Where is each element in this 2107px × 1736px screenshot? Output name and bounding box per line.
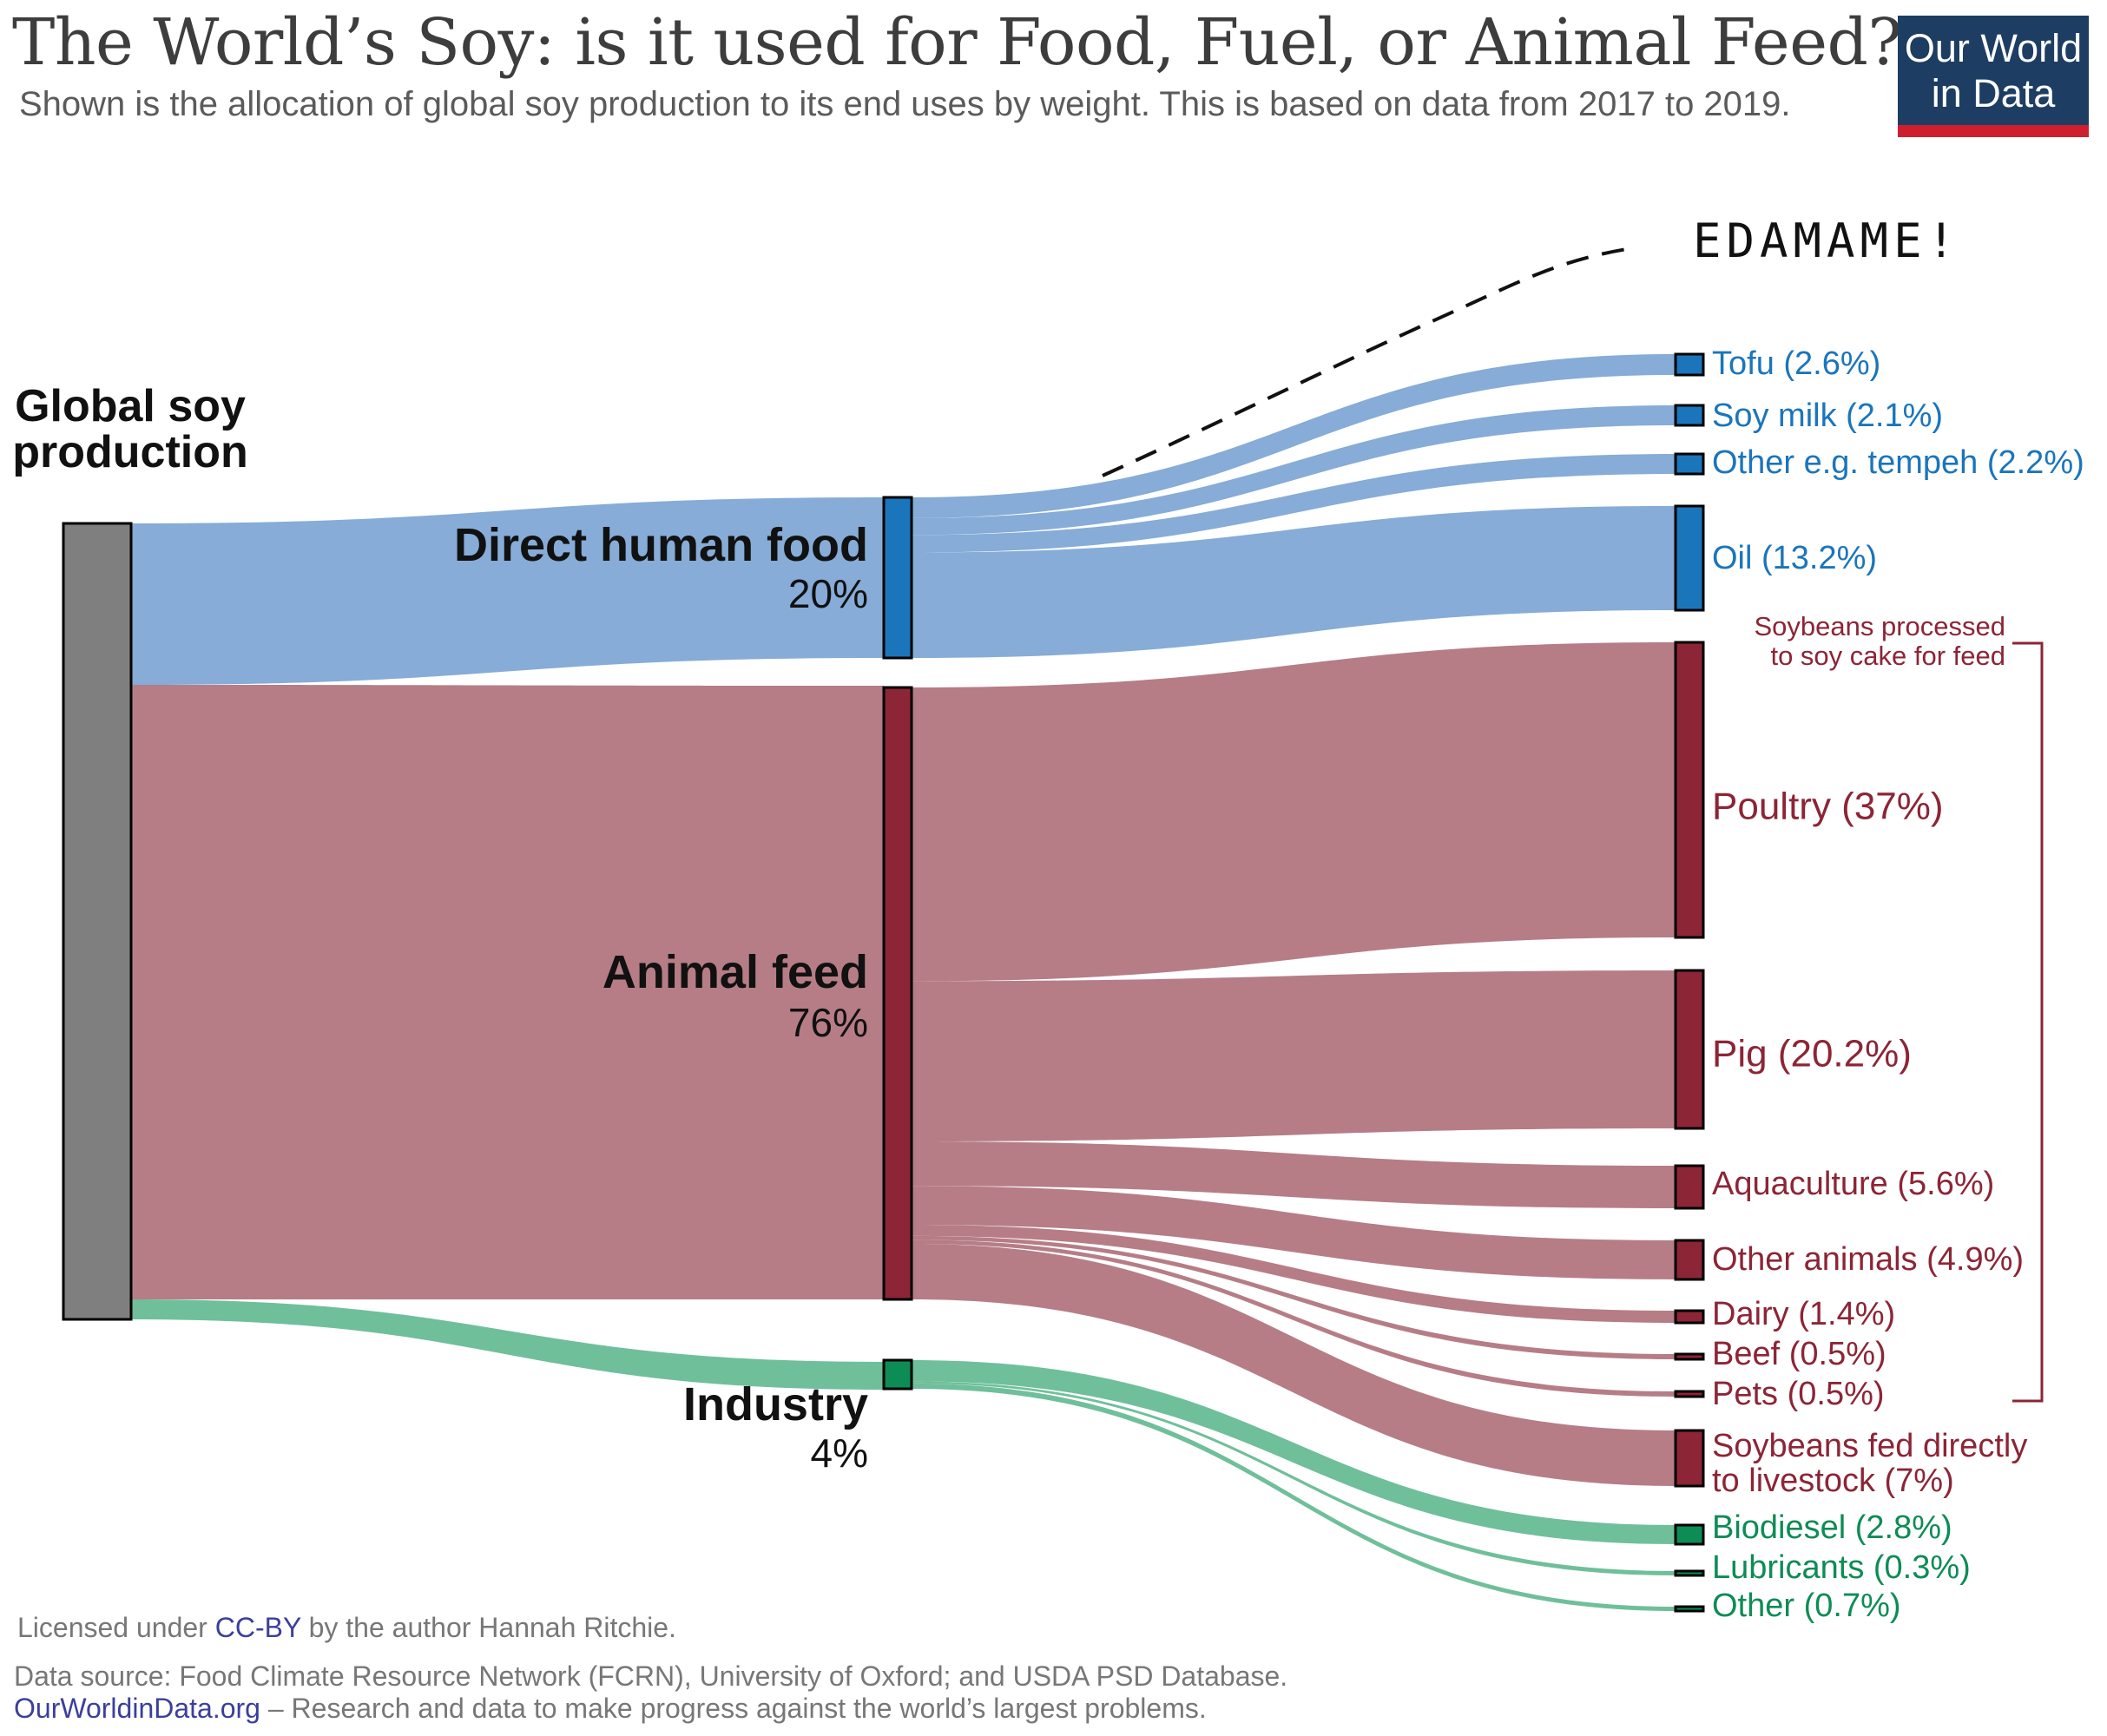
node-food (882, 496, 913, 660)
group-label-food: Direct human food (454, 519, 868, 571)
logo-line-1: Our World (1904, 26, 2083, 70)
label-aquaculture: Aquaculture (5.6%) (1712, 1166, 1994, 1202)
soy-cake-bracket-label: Soybeans processed to soy cake for feed (1754, 611, 2005, 671)
label-soy-milk: Soy milk (2.1%) (1712, 398, 1943, 434)
node-soy-milk (1674, 404, 1705, 427)
site-tagline: OurWorldinData.org – Research and data t… (14, 1693, 1207, 1724)
node-other-e-g-tempeh (1674, 452, 1705, 476)
node-oil (1674, 504, 1705, 612)
edamame-dashed-line (1102, 247, 1633, 477)
flow-food-to-oil (912, 506, 1676, 658)
flow-feed-to-poultry (912, 642, 1676, 982)
label-soybeans-fed-directly-to-livestock: Soybeans fed directly to livestock (7%) (1712, 1428, 2027, 1499)
node-dairy (1674, 1309, 1705, 1325)
node-pets (1674, 1390, 1705, 1398)
node-beef (1674, 1352, 1705, 1361)
node-pig (1674, 969, 1705, 1130)
label-oil: Oil (13.2%) (1712, 540, 1877, 576)
flow-industry-to-other (912, 1383, 1676, 1611)
node-other-animals (1674, 1239, 1705, 1281)
flow-food-to-other-e-g-tempeh (912, 454, 1676, 553)
owid-logo[interactable]: Our World in Data (1898, 16, 2089, 137)
data-source: Data source: Food Climate Resource Netwo… (14, 1660, 1288, 1692)
label-biodiesel: Biodiesel (2.8%) (1712, 1509, 1952, 1546)
group-label-feed: Animal feed (602, 946, 868, 998)
flow-food-to-tofu (912, 354, 1676, 518)
node-global-soy-production (62, 522, 133, 1321)
node-feed (882, 686, 913, 1301)
node-lubricants (1674, 1569, 1705, 1577)
flow-feed-to-beef (912, 1235, 1676, 1359)
node-other (1674, 1605, 1705, 1613)
flow-feed-to-pets (912, 1240, 1676, 1397)
flow-industry-to-lubricants (912, 1381, 1676, 1575)
label-pets: Pets (0.5%) (1712, 1376, 1885, 1412)
flow-feed-to-soybeans-fed-directly-to-livestock (912, 1243, 1676, 1486)
soy-cake-bracket (2012, 641, 2044, 1403)
label-pig: Pig (20.2%) (1712, 1033, 1912, 1075)
flow-feed-to-aquaculture (912, 1141, 1676, 1208)
license-text: Licensed under CC-BY by the author Hanna… (17, 1612, 676, 1643)
label-tofu: Tofu (2.6%) (1712, 345, 1880, 382)
label-dairy: Dairy (1.4%) (1712, 1296, 1895, 1332)
flow-source-to-food (131, 497, 884, 685)
label-lubricants: Lubricants (0.3%) (1712, 1549, 1971, 1586)
node-tofu (1674, 352, 1705, 377)
group-value-food: 20% (788, 571, 868, 616)
label-other-e-g-tempeh: Other e.g. tempeh (2.2%) (1712, 444, 2084, 481)
node-soybeans-fed-directly-to-livestock (1674, 1429, 1705, 1488)
logo-line-2: in Data (1931, 71, 2056, 115)
edamame-annotation: EDAMAME! (1693, 214, 1960, 268)
label-poultry: Poultry (37%) (1712, 786, 1944, 828)
flow-food-to-soy-milk (912, 405, 1676, 536)
site-link[interactable]: OurWorldinData.org (14, 1693, 260, 1724)
node-biodiesel (1674, 1523, 1705, 1546)
flow-feed-to-dairy (912, 1225, 1676, 1323)
page-subtitle: Shown is the allocation of global soy pr… (19, 85, 1791, 123)
label-beef: Beef (0.5%) (1712, 1336, 1886, 1372)
group-value-feed: 76% (788, 1000, 868, 1045)
label-other-animals: Other animals (4.9%) (1712, 1241, 2024, 1278)
page-title: The World’s Soy: is it used for Food, Fu… (12, 5, 1902, 80)
node-poultry (1674, 641, 1705, 939)
flow-industry-to-biodiesel (912, 1360, 1676, 1544)
node-industry (882, 1358, 913, 1391)
flow-source-to-industry (131, 1299, 884, 1390)
flow-source-to-feed (131, 685, 884, 1299)
cc-by-link[interactable]: CC-BY (214, 1612, 301, 1643)
node-aquaculture (1674, 1164, 1705, 1210)
source-label: Global soy production (12, 381, 248, 477)
group-label-industry: Industry (683, 1378, 868, 1430)
label-other: Other (0.7%) (1712, 1588, 1901, 1624)
flow-feed-to-other-animals (912, 1186, 1676, 1279)
group-value-industry: 4% (811, 1430, 868, 1476)
flow-feed-to-pig (912, 970, 1676, 1142)
